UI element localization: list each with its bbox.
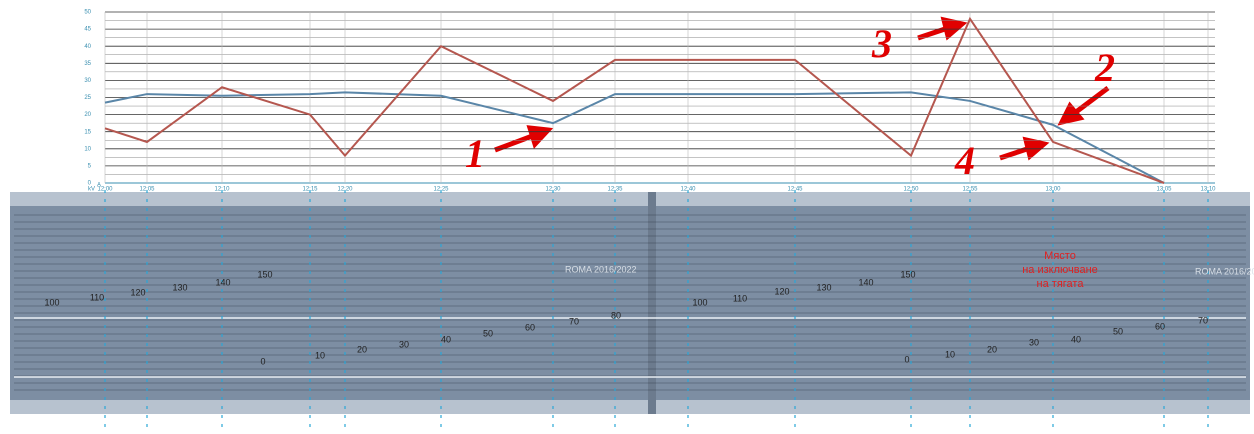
strip-number: 30 — [1029, 337, 1039, 347]
y-tick-label: 20 — [84, 112, 91, 118]
y-tick-label: 45 — [84, 27, 91, 33]
x-tick-label: 12:35 — [607, 187, 623, 193]
strip-number: 10 — [945, 349, 955, 359]
strip-number: 50 — [1113, 326, 1123, 336]
x-tick-label: 12:15 — [302, 187, 318, 193]
annotation: 1 — [465, 131, 485, 176]
x-tick-label: 13:05 — [1156, 187, 1172, 193]
y-tick-label: 5 — [88, 163, 92, 169]
strip-number: 60 — [525, 322, 535, 332]
x-tick-label: 12:25 — [433, 187, 449, 193]
y-axis-unit: kV — [88, 187, 95, 193]
strip-note: на тягата — [1037, 278, 1085, 290]
x-tick-label: 12:10 — [214, 187, 230, 193]
strip-number: 150 — [900, 269, 915, 279]
strip-number: 10 — [315, 350, 325, 360]
strip-number: 140 — [215, 277, 230, 287]
y-tick-label: 50 — [84, 10, 91, 16]
strip-note: Място — [1044, 250, 1076, 262]
strip-number: 120 — [130, 287, 145, 297]
x-tick-label: 13:10 — [1200, 187, 1216, 193]
strip-number: 150 — [257, 269, 272, 279]
strip-number: 100 — [692, 297, 707, 307]
strip-number: 110 — [733, 293, 747, 303]
strip-number: 60 — [1155, 321, 1165, 331]
x-tick-label: 12:00 — [97, 187, 113, 193]
strip-number: 80 — [611, 310, 621, 320]
x-tick-label: 12:40 — [680, 187, 696, 193]
x-tick-label: 12:45 — [787, 187, 803, 193]
chart: 05101520253035404550kVA12:0012:0512:1012… — [0, 0, 1254, 434]
strip-stamp: ROMA 2016/2022 — [1195, 266, 1254, 276]
strip-number: 70 — [1198, 315, 1208, 325]
x-tick-label: 12:55 — [962, 187, 978, 193]
strip-number: 0 — [260, 356, 265, 366]
strip-seam — [648, 192, 656, 414]
strip-number: 40 — [441, 334, 451, 344]
x-tick-label: 13:00 — [1045, 187, 1061, 193]
y-tick-label: 10 — [84, 146, 91, 152]
annotation: 4 — [954, 138, 975, 183]
strip-number: 140 — [858, 277, 873, 287]
strip-number: 100 — [44, 297, 59, 307]
strip-edge — [10, 192, 1250, 206]
strip-number: 20 — [357, 344, 367, 354]
strip-number: 70 — [569, 316, 579, 326]
strip-number: 30 — [399, 339, 409, 349]
y-tick-label: 25 — [84, 95, 91, 101]
annotation: 2 — [1094, 45, 1115, 90]
y-tick-label: 40 — [84, 44, 91, 50]
strip-number: 20 — [987, 344, 997, 354]
strip-number: 130 — [816, 282, 831, 292]
strip-note: на изключване — [1022, 264, 1098, 276]
annotation: 3 — [871, 21, 892, 66]
x-tick-label: 12:50 — [903, 187, 919, 193]
strip-number: 40 — [1071, 334, 1081, 344]
strip-number: 110 — [90, 292, 104, 302]
x-tick-label: 12:30 — [545, 187, 561, 193]
strip-number: 0 — [904, 354, 909, 364]
y-tick-label: 15 — [84, 129, 91, 135]
strip-number: 130 — [172, 282, 187, 292]
strip-stamp: ROMA 2016/2022 — [565, 264, 637, 274]
strip-number: 120 — [774, 286, 789, 296]
strip-number: 50 — [483, 328, 493, 338]
y-tick-label: 35 — [84, 61, 91, 67]
strip-edge — [10, 400, 1250, 414]
x-tick-label: 12:05 — [139, 187, 155, 193]
x-tick-label: 12:20 — [337, 187, 353, 193]
recorder-strip — [10, 192, 1250, 414]
y-tick-label: 30 — [84, 78, 91, 84]
